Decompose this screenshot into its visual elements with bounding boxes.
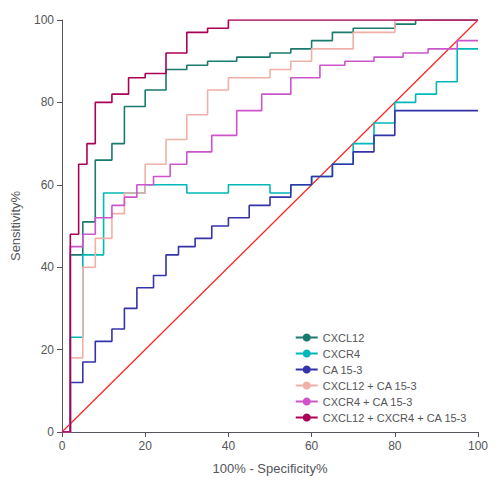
svg-text:60: 60 bbox=[41, 178, 55, 192]
svg-text:20: 20 bbox=[139, 439, 153, 453]
svg-text:40: 40 bbox=[222, 439, 236, 453]
svg-text:100: 100 bbox=[468, 439, 488, 453]
svg-text:CXCR4 + CA 15-3: CXCR4 + CA 15-3 bbox=[323, 396, 413, 408]
svg-text:80: 80 bbox=[388, 439, 402, 453]
svg-text:0: 0 bbox=[47, 425, 54, 439]
svg-text:Sensitivity%: Sensitivity% bbox=[8, 191, 23, 262]
svg-text:100% - Specificity%: 100% - Specificity% bbox=[213, 461, 328, 476]
svg-text:80: 80 bbox=[41, 95, 55, 109]
svg-text:100: 100 bbox=[34, 13, 54, 27]
svg-text:60: 60 bbox=[305, 439, 319, 453]
svg-text:CXCR4: CXCR4 bbox=[323, 348, 360, 360]
svg-text:0: 0 bbox=[59, 439, 66, 453]
svg-text:20: 20 bbox=[41, 343, 55, 357]
svg-text:CXCL12 + CA 15-3: CXCL12 + CA 15-3 bbox=[323, 380, 417, 392]
svg-text:CXCL12: CXCL12 bbox=[323, 332, 365, 344]
svg-text:40: 40 bbox=[41, 260, 55, 274]
svg-text:CA 15-3: CA 15-3 bbox=[323, 364, 363, 376]
svg-text:CXCL12 + CXCR4 + CA 15-3: CXCL12 + CXCR4 + CA 15-3 bbox=[323, 412, 467, 424]
